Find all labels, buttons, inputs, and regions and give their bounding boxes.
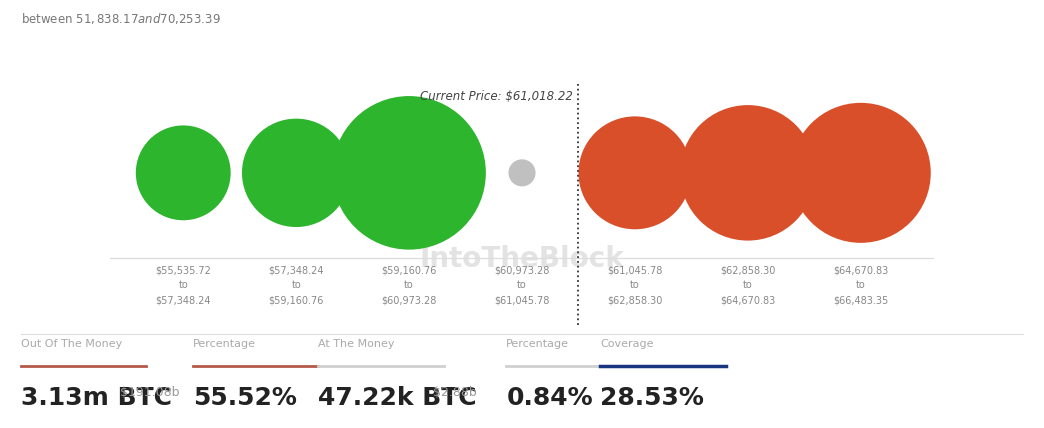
Text: $59,160.76
to
$60,973.28: $59,160.76 to $60,973.28 xyxy=(381,265,436,305)
Text: Percentage: Percentage xyxy=(193,339,256,350)
Text: 55.52%: 55.52% xyxy=(193,386,296,410)
Text: Percentage: Percentage xyxy=(506,339,569,350)
Text: 47.22k BTC: 47.22k BTC xyxy=(318,386,477,410)
Circle shape xyxy=(790,103,931,243)
Text: $55,535.72
to
$57,348.24: $55,535.72 to $57,348.24 xyxy=(156,265,211,305)
Circle shape xyxy=(578,116,691,229)
Text: IntoTheBlock: IntoTheBlock xyxy=(420,245,624,273)
Text: At The Money: At The Money xyxy=(318,339,395,350)
Text: $62,858.30
to
$64,670.83: $62,858.30 to $64,670.83 xyxy=(720,265,776,305)
Circle shape xyxy=(680,105,815,241)
Circle shape xyxy=(242,119,351,227)
Text: $61,045.78
to
$62,858.30: $61,045.78 to $62,858.30 xyxy=(608,265,663,305)
Text: 3.13m BTC: 3.13m BTC xyxy=(21,386,172,410)
Text: $191.08b: $191.08b xyxy=(120,386,180,399)
Text: 28.53%: 28.53% xyxy=(600,386,704,410)
Circle shape xyxy=(508,159,536,186)
Text: Current Price: $61,018.22: Current Price: $61,018.22 xyxy=(420,90,573,104)
Text: Out Of The Money: Out Of The Money xyxy=(21,339,122,350)
Text: Coverage: Coverage xyxy=(600,339,654,350)
Text: $60,973.28
to
$61,045.78: $60,973.28 to $61,045.78 xyxy=(494,265,550,305)
Circle shape xyxy=(136,125,231,220)
Text: $2.88b: $2.88b xyxy=(433,386,477,399)
Text: 0.84%: 0.84% xyxy=(506,386,593,410)
Text: between $51,838.17 and $70,253.39: between $51,838.17 and $70,253.39 xyxy=(21,11,220,26)
Text: $64,670.83
to
$66,483.35: $64,670.83 to $66,483.35 xyxy=(833,265,888,305)
Circle shape xyxy=(332,96,485,250)
Text: $57,348.24
to
$59,160.76: $57,348.24 to $59,160.76 xyxy=(268,265,324,305)
